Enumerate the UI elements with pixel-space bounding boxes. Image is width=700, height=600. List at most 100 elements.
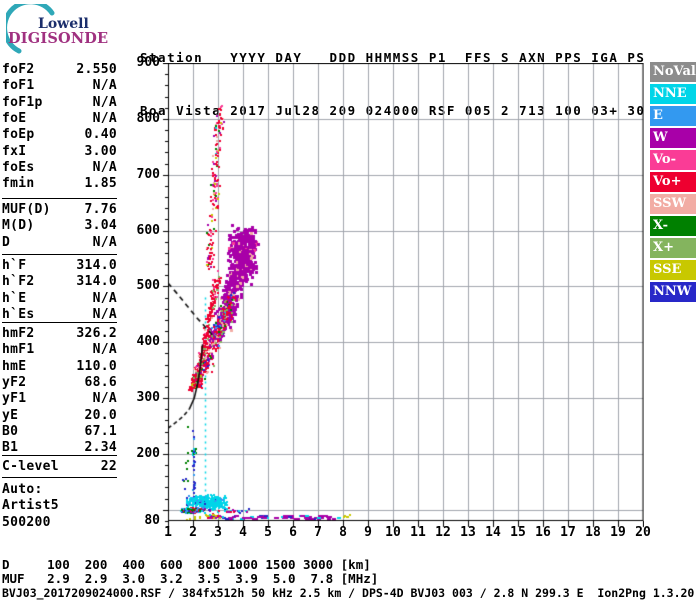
param-row: foE N/A [2, 111, 117, 127]
x-axis-tick-label: 3 [214, 525, 222, 540]
param-label: M(D) [2, 218, 35, 234]
legend-item-x: X+ [650, 238, 696, 258]
param-group: h`F 314.0 h`F2 314.0 h`E N/A h`Es N/A [2, 254, 117, 323]
param-value: 67.1 [84, 424, 117, 440]
param-value: N/A [92, 94, 117, 110]
x-axis-tick-label: 14 [485, 525, 501, 540]
param-row: h`F2 314.0 [2, 274, 117, 290]
param-value: 22 [100, 459, 117, 474]
echo-direction-legend: NoVal NNE E W Vo- Vo+ SSW X- X+ SSE NNW [650, 62, 696, 304]
param-row: hmE 110.0 [2, 359, 117, 375]
x-axis-tick-label: 16 [535, 525, 551, 540]
param-value: 0.40 [84, 127, 117, 143]
logo-text-lowell: Lowell [38, 16, 89, 32]
y-axis-tick-label: 600 [136, 222, 160, 238]
param-value: 326.2 [76, 326, 117, 341]
x-axis-tick-label: 1 [164, 525, 172, 540]
param-value: N/A [92, 342, 117, 358]
param-group: C-level 22 [2, 455, 117, 479]
param-row: h`F 314.0 [2, 258, 117, 274]
legend-item-e: E [650, 106, 696, 126]
param-group: MUF(D) 7.76 M(D) 3.04 D N/A [2, 198, 117, 251]
param-label: yF2 [2, 375, 27, 391]
param-row: B1 2.34 [2, 440, 117, 456]
legend-item-nne: NNE [650, 84, 696, 104]
y-axis-tick-label: 300 [136, 390, 160, 406]
param-value: 1.85 [84, 176, 117, 192]
param-value: N/A [92, 111, 117, 127]
param-value: N/A [92, 307, 117, 323]
x-axis-tick-label: 17 [560, 525, 576, 540]
distance-row: D 100 200 400 600 800 1000 1500 3000 [km… [2, 557, 371, 572]
param-value: 2.550 [76, 62, 117, 77]
param-value: 110.0 [76, 358, 117, 374]
param-value: 314.0 [76, 258, 117, 273]
param-label: hmF1 [2, 342, 35, 358]
param-label: foE [2, 111, 27, 127]
x-axis-tick-label: 7 [314, 525, 322, 540]
param-row: yE 20.0 [2, 408, 117, 424]
y-axis-tick-label: 700 [136, 166, 160, 182]
param-row: M(D) 3.04 [2, 218, 117, 234]
param-value: N/A [92, 160, 117, 176]
autoscaling-info-block: Auto: Artist5 500200 [2, 482, 59, 531]
param-value: 3.04 [84, 218, 117, 234]
param-row: foEp 0.40 [2, 127, 117, 143]
muf-row: MUF 2.9 2.9 3.0 3.2 3.5 3.9 5.0 7.8 [MHz… [2, 571, 379, 586]
x-axis-tick-label: 11 [410, 525, 426, 540]
legend-item-x: X- [650, 216, 696, 236]
param-label: fxI [2, 143, 27, 159]
param-row: B0 67.1 [2, 424, 117, 440]
param-group: foF2 2.550 foF1 N/A foF1p N/A foE N/A foEp 0.40 fx… [2, 62, 117, 193]
x-axis-tick-label: 4 [239, 525, 247, 540]
param-label: yF1 [2, 391, 27, 407]
x-axis-tick-label: 2 [189, 525, 197, 540]
x-axis-tick-label: 19 [610, 525, 626, 540]
auto-info-line: Artist5 [2, 498, 59, 514]
param-label: foF1p [2, 94, 43, 110]
param-value: 20.0 [84, 407, 117, 423]
legend-item-ssw: SSW [650, 194, 696, 214]
param-row: foF1 N/A [2, 78, 117, 94]
x-axis-tick-label: 18 [585, 525, 601, 540]
param-label: h`F2 [2, 274, 35, 290]
y-axis-tick-label: 500 [136, 278, 160, 294]
param-value: N/A [92, 78, 117, 94]
param-value: 7.76 [84, 202, 117, 217]
param-label: foEp [2, 127, 35, 143]
y-axis-tick-label: 400 [136, 334, 160, 350]
x-axis-tick-label: 10 [385, 525, 401, 540]
y-axis-tick-label: 200 [136, 445, 160, 461]
legend-item-nnw: NNW [650, 282, 696, 302]
lowell-digisonde-logo: Lowell DIGISONDE [6, 4, 116, 56]
param-label: hmF2 [2, 326, 35, 341]
param-row: hmF1 N/A [2, 342, 117, 358]
param-row: fxI 3.00 [2, 144, 117, 160]
param-label: C-level [2, 459, 59, 474]
legend-item-vo: Vo- [650, 150, 696, 170]
x-axis-tick-label: 8 [339, 525, 347, 540]
x-axis-tick-label: 12 [435, 525, 451, 540]
param-row: h`E N/A [2, 291, 117, 307]
legend-item-sse: SSE [650, 260, 696, 280]
param-row: h`Es N/A [2, 307, 117, 323]
x-axis-tick-label: 9 [364, 525, 372, 540]
header-column-titles: Station YYYY DAY DDD HHMMSS P1 FFS S AXN… [140, 50, 646, 65]
legend-item-w: W [650, 128, 696, 148]
param-label: MUF(D) [2, 202, 51, 217]
param-row: yF1 N/A [2, 391, 117, 407]
y-axis-tick-label: 80 [144, 513, 160, 528]
param-label: hmE [2, 358, 27, 374]
file-info-row: BVJ03_2017209024000.RSF / 384fx512h 50 k… [2, 586, 695, 600]
param-label: h`E [2, 290, 27, 306]
param-row: fmin 1.85 [2, 176, 117, 192]
x-axis-tick-label: 20 [635, 525, 651, 540]
param-label: foF1 [2, 78, 35, 94]
param-value: N/A [92, 234, 117, 250]
param-value: N/A [92, 391, 117, 407]
param-row: foF1p N/A [2, 95, 117, 111]
param-label: fmin [2, 176, 35, 192]
param-value: N/A [92, 290, 117, 306]
param-label: B1 [2, 440, 19, 456]
param-value: 314.0 [76, 274, 117, 290]
